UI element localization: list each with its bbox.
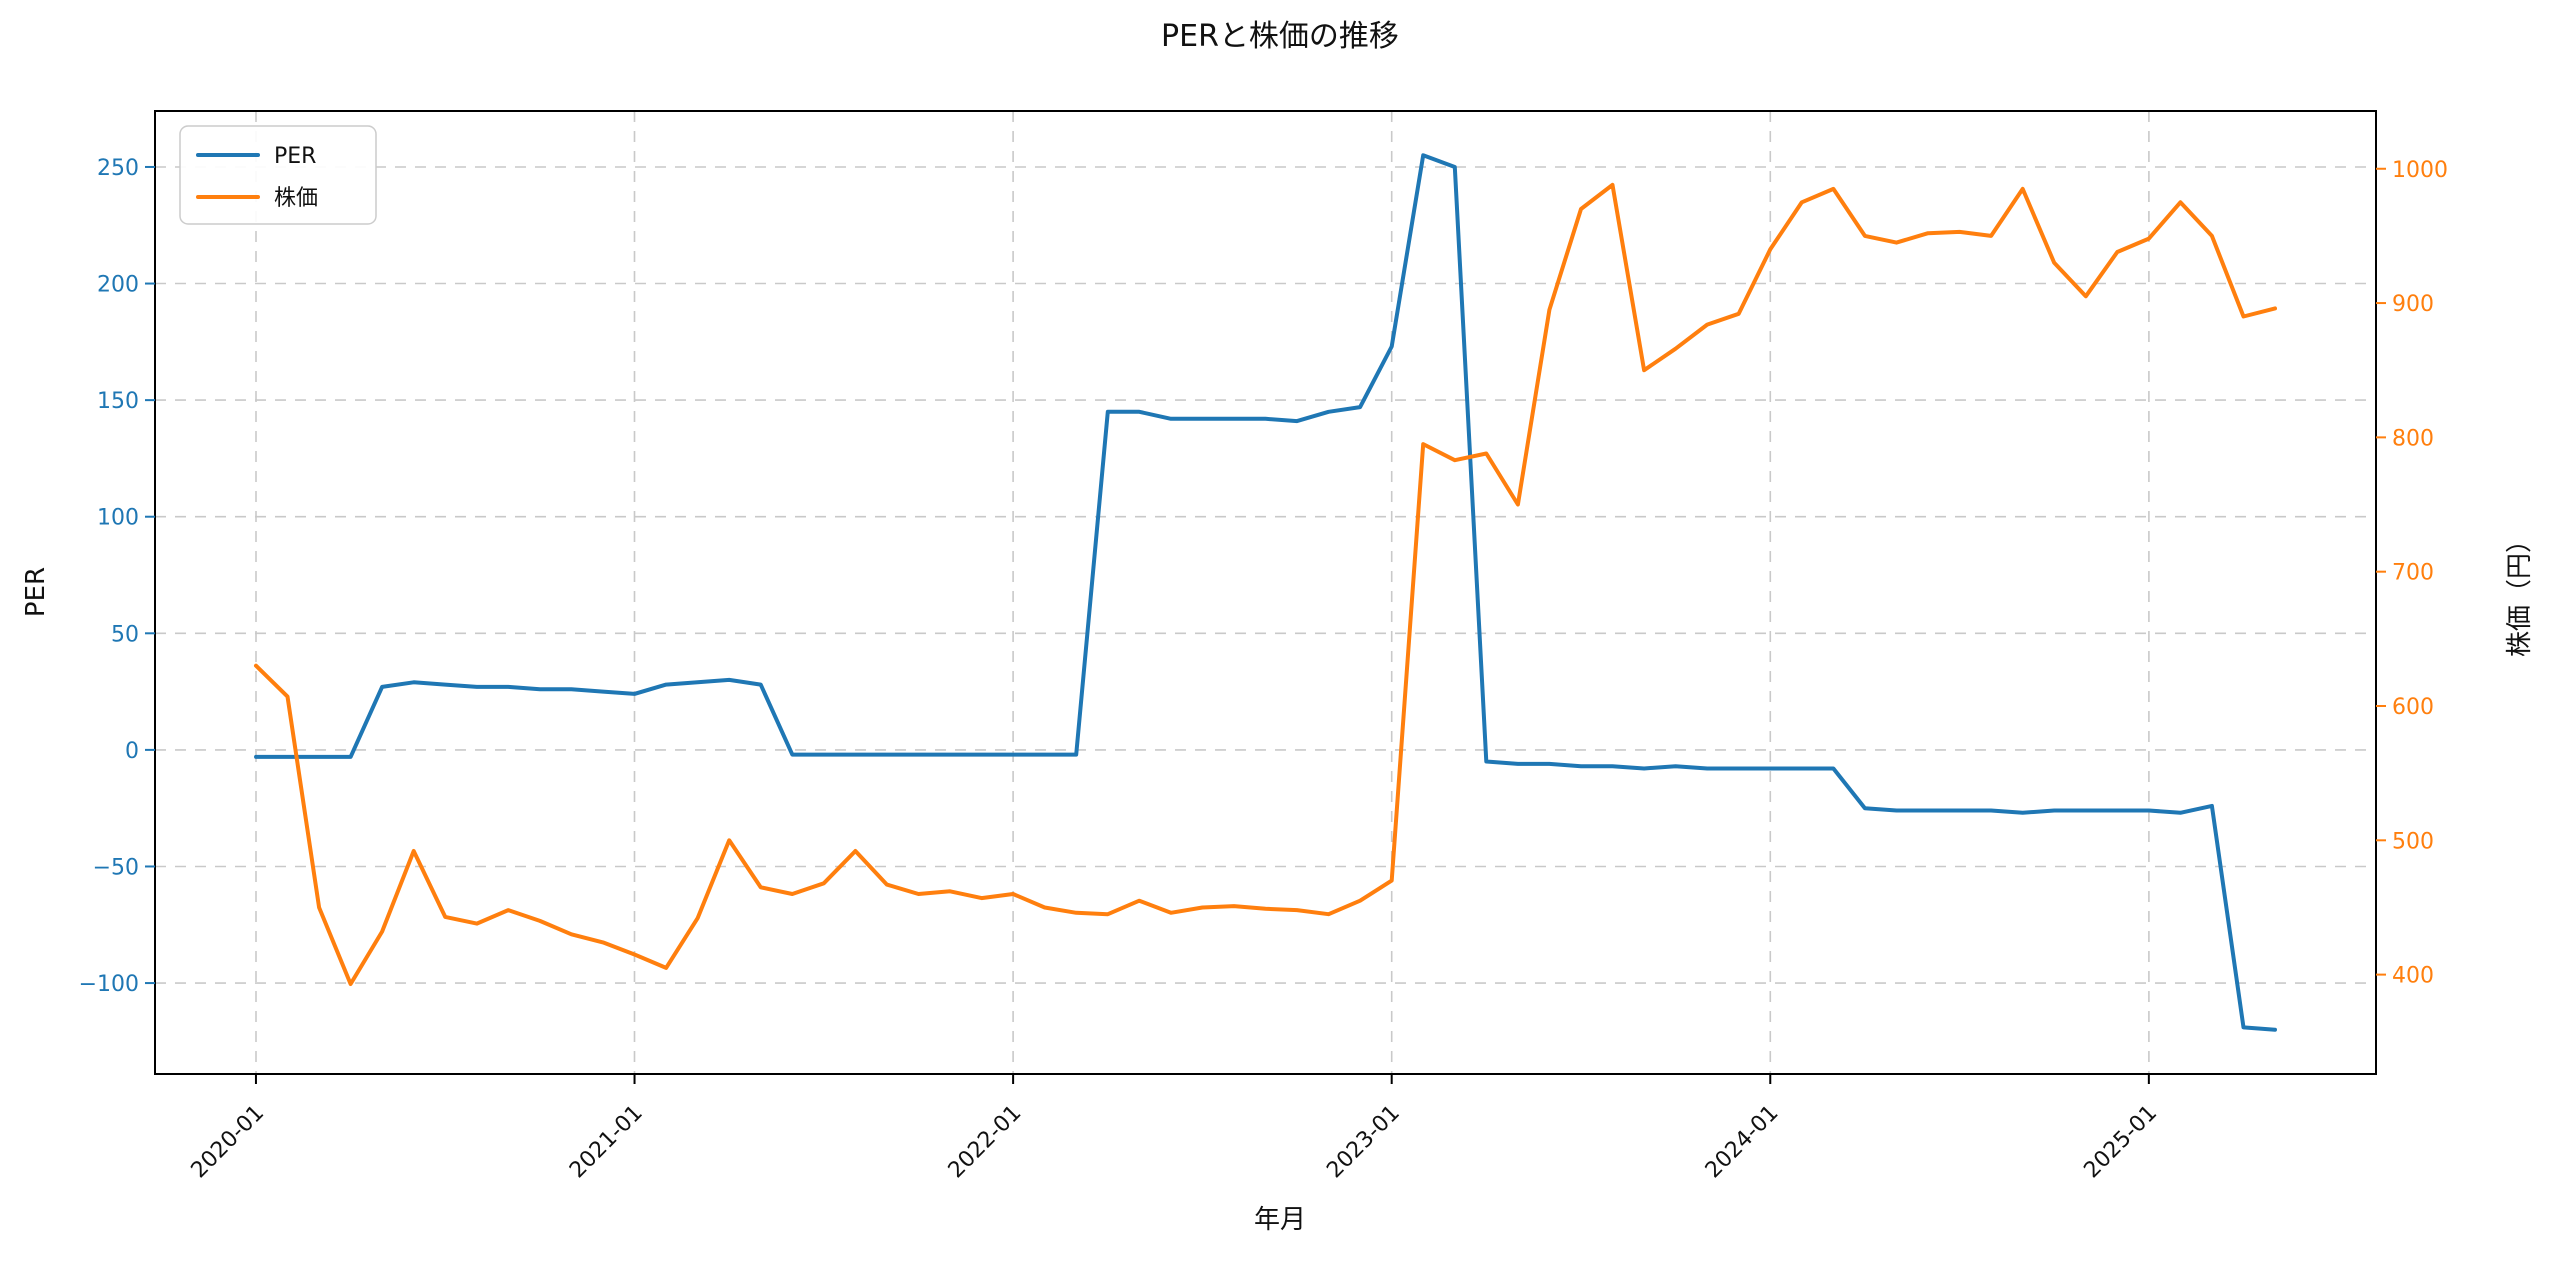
per-series-line — [254, 153, 2277, 1032]
left-tick-label: 200 — [97, 273, 139, 298]
axes-layer: −100 −50 0 50 100 150 200 250 400 500 600 700 800 900… — [79, 110, 2448, 1184]
right-tick-label: 400 — [2392, 964, 2434, 989]
x-tick-label: 2025-01 — [2079, 1101, 2162, 1184]
x-tick-label: 2024-01 — [1701, 1101, 1784, 1184]
series-layer — [254, 153, 2277, 1032]
left-tick-label: 0 — [125, 739, 139, 764]
right-axis-label: 株価（円） — [2505, 527, 2535, 657]
right-tick-label: 700 — [2392, 561, 2434, 586]
legend-label-price: 株価 — [274, 186, 318, 211]
left-tick-label: 100 — [97, 506, 139, 531]
legend: PER 株価 — [179, 125, 377, 225]
x-tick-label: 2020-01 — [187, 1101, 270, 1184]
right-tick-label: 1000 — [2392, 158, 2448, 183]
legend-box — [179, 125, 377, 225]
legend-label-per: PER — [274, 144, 316, 169]
left-tick-label: 50 — [111, 622, 139, 647]
stock-price-series-line — [254, 182, 2277, 986]
left-tick-label: 250 — [97, 156, 139, 181]
left-tick-label: −50 — [93, 855, 139, 880]
x-tick-label: 2023-01 — [1322, 1101, 1405, 1184]
left-tick-label: 150 — [97, 389, 139, 414]
grid-layer — [155, 111, 2376, 1074]
x-axis-label: 年月 — [1254, 1205, 1306, 1235]
right-tick-label: 500 — [2392, 829, 2434, 854]
right-tick-label: 600 — [2392, 695, 2434, 720]
right-tick-label: 800 — [2392, 426, 2434, 451]
plot-frame — [154, 110, 2377, 1075]
right-tick-label: 900 — [2392, 292, 2434, 317]
left-axis-label: PER — [21, 567, 51, 617]
left-tick-label: −100 — [79, 972, 139, 997]
x-tick-label: 2021-01 — [565, 1101, 648, 1184]
x-tick-label: 2022-01 — [944, 1101, 1027, 1184]
chart-title: PERと株価の推移 — [1161, 19, 1399, 54]
